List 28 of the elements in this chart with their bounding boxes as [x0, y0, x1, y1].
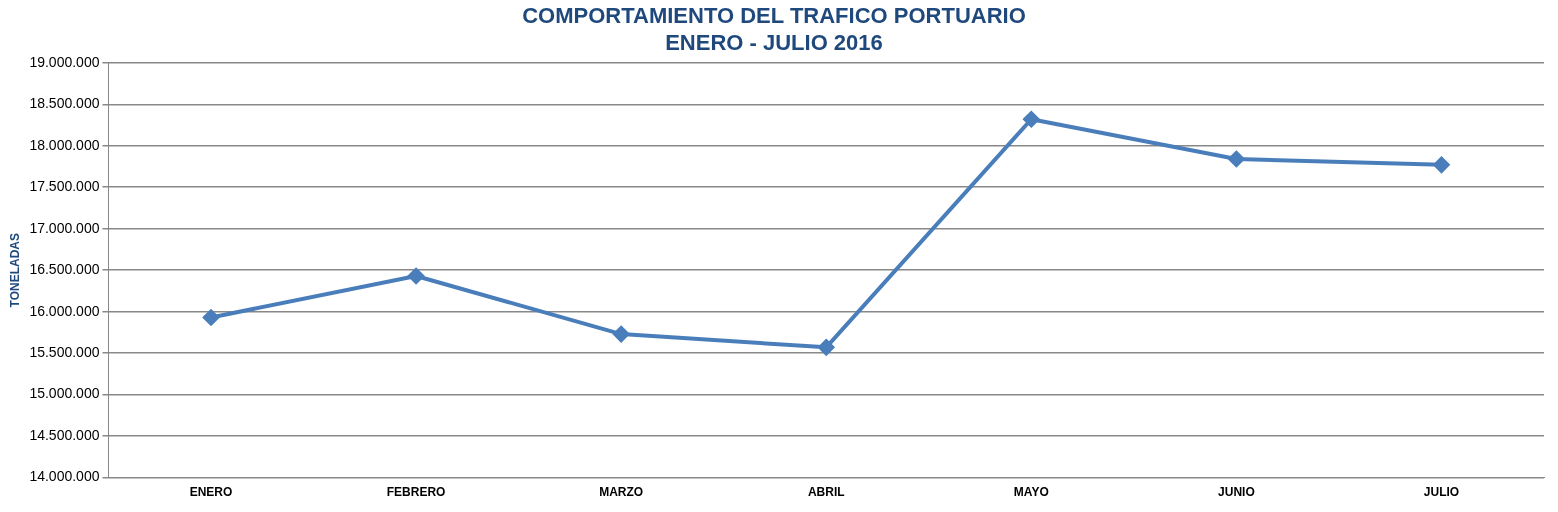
- x-tick-label: MAYO: [1013, 485, 1049, 500]
- point: [408, 268, 425, 285]
- y-tick-label: 15.000.000: [29, 385, 100, 402]
- point: [1433, 156, 1450, 173]
- y-tick-label: 17.500.000: [29, 178, 100, 195]
- point: [203, 309, 220, 326]
- text: COMPORTAMIENTO DEL TRAFICO PORTUARIO: [522, 3, 1026, 29]
- x-tick-label: FEBRERO: [386, 485, 446, 500]
- x-tick-label: MARZO: [599, 485, 644, 500]
- point: [1228, 151, 1245, 168]
- y-tick-label: 16.000.000: [29, 302, 100, 319]
- x-tick-label: ABRIL: [807, 485, 845, 500]
- point: [818, 339, 835, 356]
- text: ENERO - JULIO 2016: [665, 29, 883, 55]
- x-tick-label: JUNIO: [1218, 485, 1255, 500]
- y-tick-label: 19.000.000: [29, 53, 100, 70]
- y-axis-title: TONELADAS: [7, 232, 22, 308]
- y-tick-label: 17.000.000: [29, 219, 100, 236]
- point: [613, 326, 630, 343]
- y-tick-label: 18.500.000: [29, 95, 100, 112]
- y-tick-label: 14.500.000: [29, 426, 100, 443]
- y-tick-label: 15.500.000: [29, 344, 100, 361]
- point: [1023, 111, 1040, 128]
- x-tick-label: ENERO: [189, 485, 233, 500]
- y-tick-label: 18.000.000: [29, 136, 100, 153]
- x-tick-label: JULIO: [1423, 485, 1460, 500]
- y-tick-label: 14.000.000: [29, 468, 100, 485]
- y-tick-label: 16.500.000: [29, 261, 100, 278]
